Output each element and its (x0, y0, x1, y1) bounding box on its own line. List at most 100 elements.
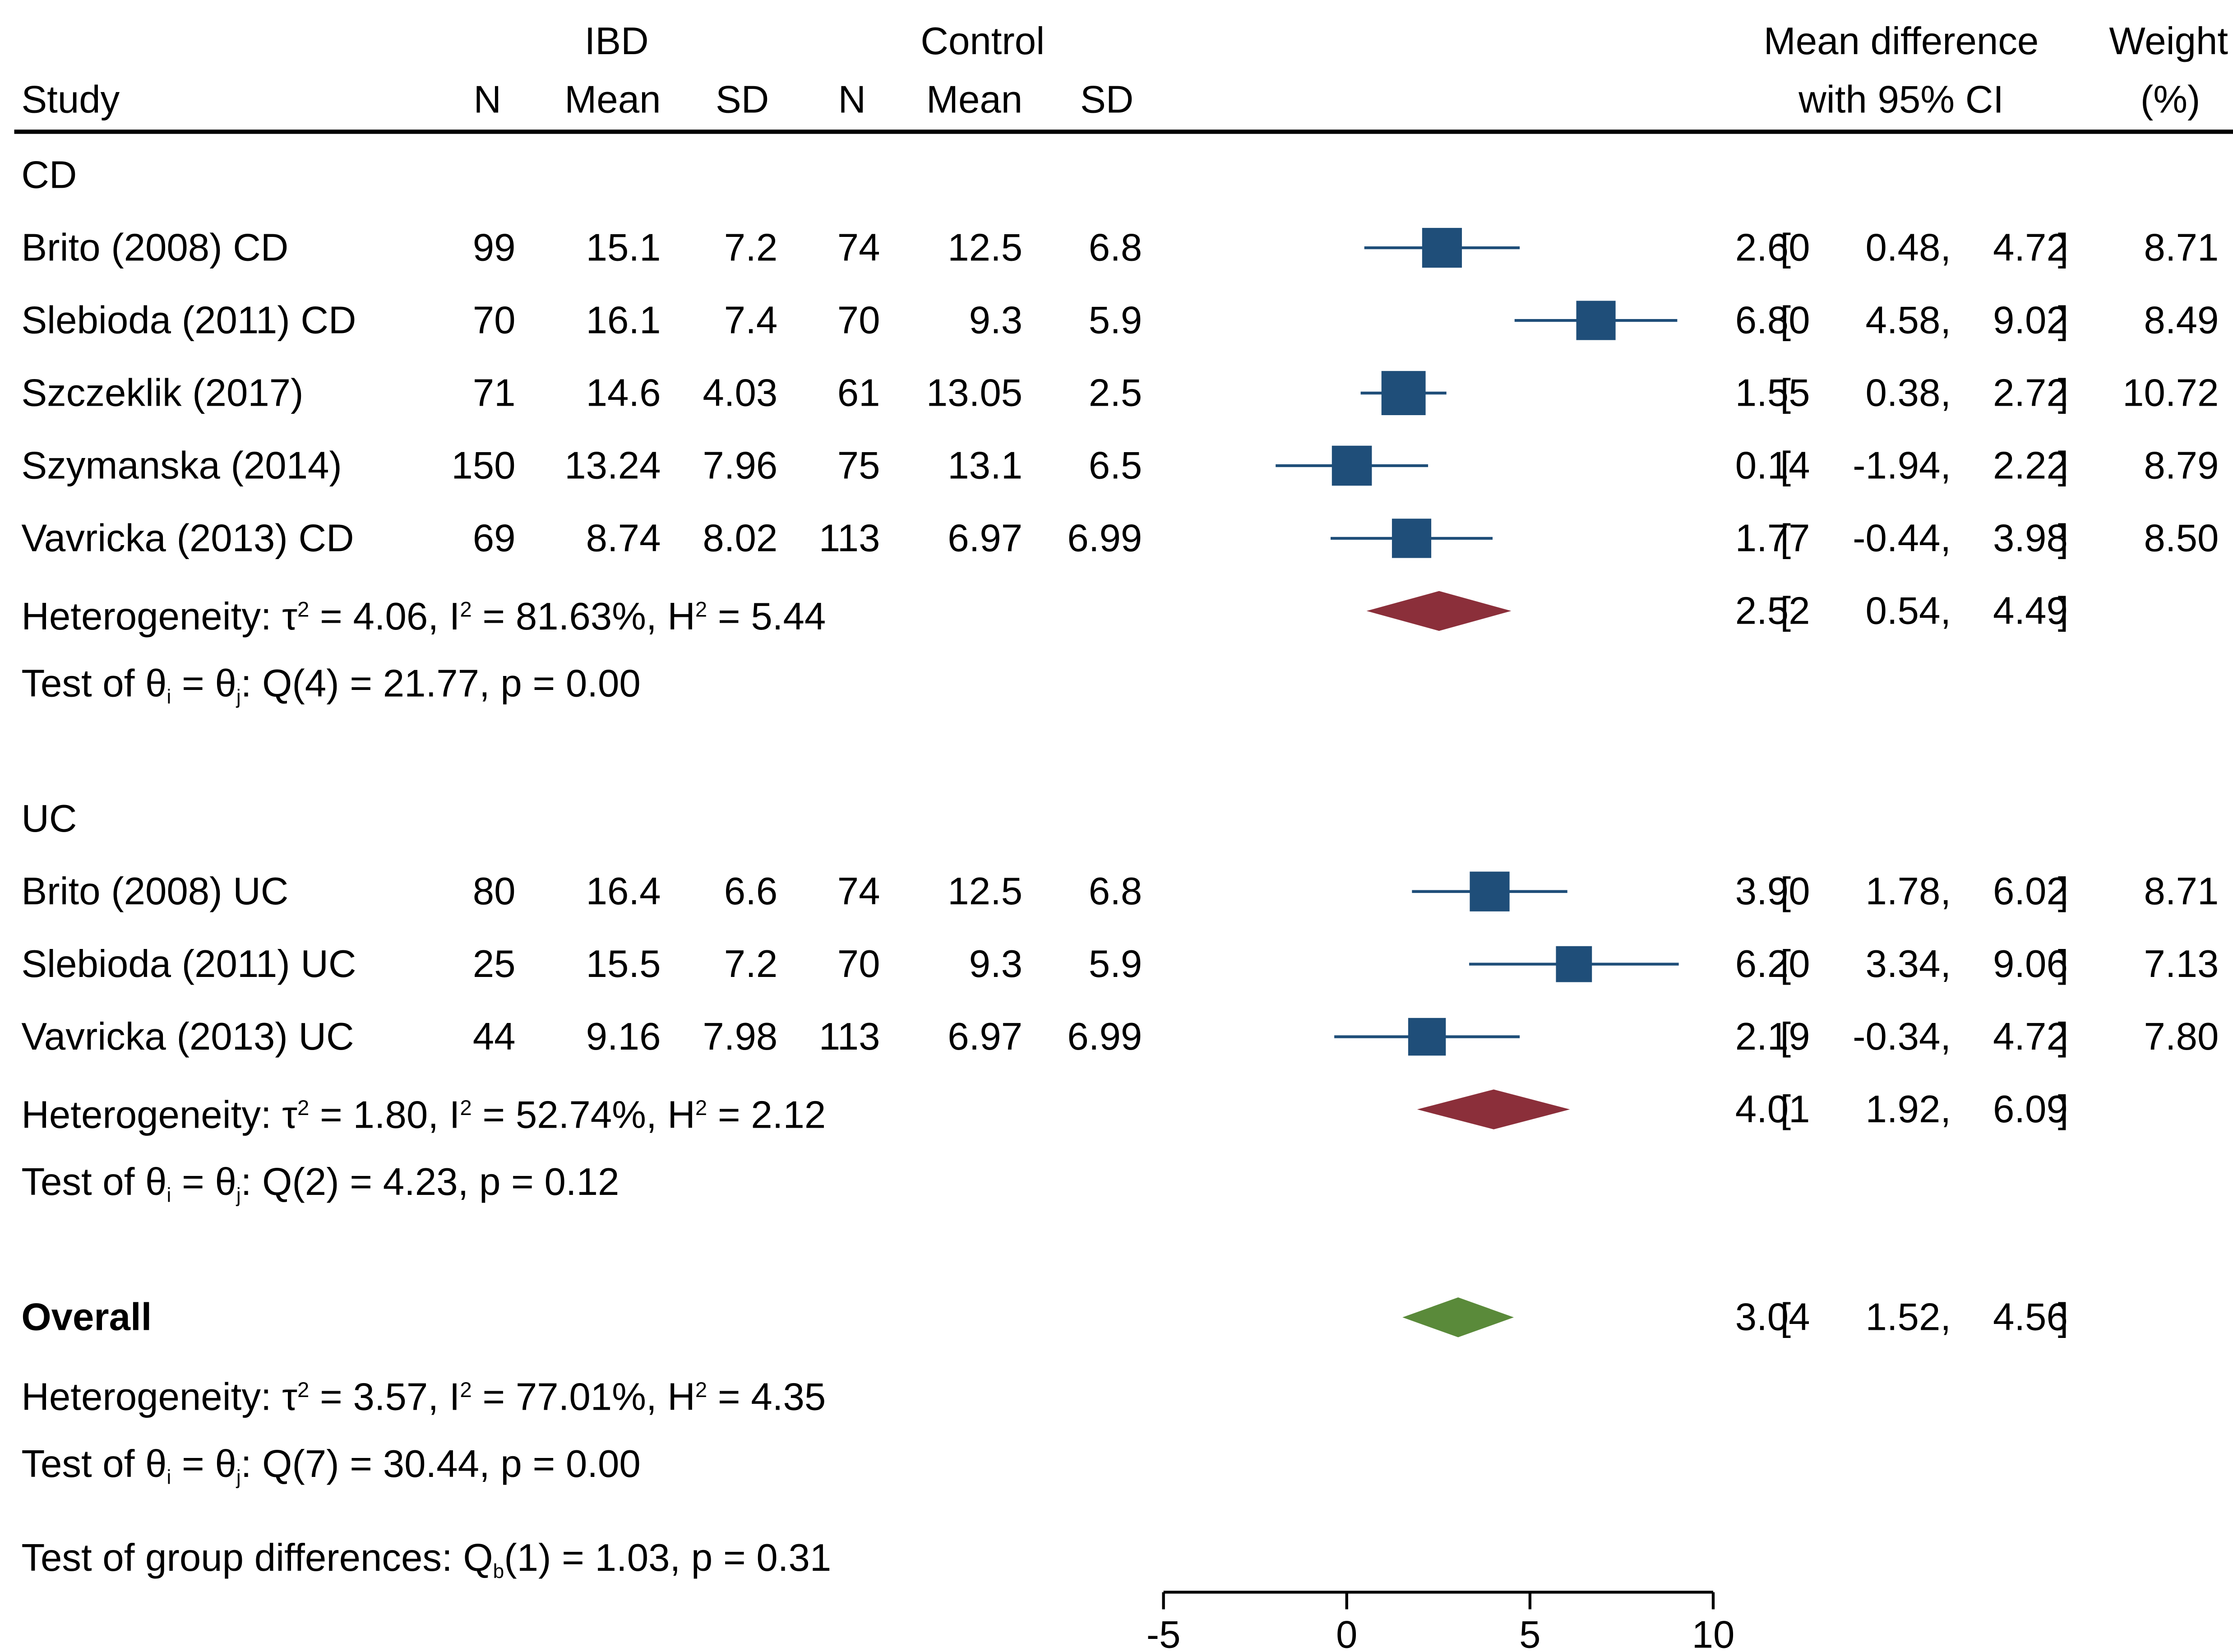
group-cd-study-5-ci-upper: 3.98 (1993, 517, 2068, 560)
header-control-group: Control (920, 20, 1045, 63)
x-axis-tick-label: 5 (1519, 1614, 1540, 1652)
group-cd-study-2-md-value: 6.80 (1735, 299, 1810, 342)
group-cd-study-3-ibd-mean: 14.6 (586, 371, 661, 415)
group-uc-study-3-ibd-sd: 7.98 (703, 1015, 778, 1058)
header-study: Study (21, 78, 120, 121)
group-uc-study-2-ctl-sd: 5.9 (1088, 943, 1142, 986)
group-uc-pooled-ci-close-bracket: ] (2057, 1088, 2069, 1131)
group-uc-q-value: 4.23 (383, 1161, 458, 1203)
group-uc-i2: 52.74% (515, 1093, 646, 1137)
header-ibd-group: IBD (584, 20, 649, 63)
group-cd-study-5-ibd-sd: 8.02 (703, 517, 778, 560)
group-uc-study-1-ci-close-bracket: ] (2057, 870, 2069, 913)
x-axis-tick-label: -5 (1147, 1614, 1181, 1652)
group-cd-study-2-ci-open-bracket: [ (1780, 299, 1791, 342)
group-cd-study-1-ibd-sd: 7.2 (724, 226, 778, 269)
group-cd-study-2-ctl-sd: 5.9 (1088, 299, 1142, 342)
group-uc-study-3-ci-close-bracket: ] (2057, 1015, 2069, 1058)
group-cd-study-5-weight: 8.50 (2144, 517, 2219, 560)
group-cd-q-test: Test of θi = θj: Q(4) = 21.77, p = 0.00 (21, 662, 641, 708)
group-cd-study-5-estimate-marker (1392, 518, 1432, 558)
group-cd-study-2-ibd-n: 70 (472, 299, 516, 342)
group-uc-q-p: 0.12 (544, 1161, 620, 1203)
header-weight-line1: Weight (2109, 20, 2228, 63)
group-uc-study-1-name: Brito (2008) UC (21, 870, 289, 913)
group-cd-study-4-ibd-sd: 7.96 (703, 444, 778, 487)
group-cd-study-5-ibd-mean: 8.74 (586, 517, 661, 560)
group-cd-study-5-ci-lower: -0.44, (1853, 517, 1951, 560)
group-cd-study-2-ctl-n: 70 (837, 299, 880, 342)
overall-ci-open-bracket: [ (1780, 1296, 1791, 1339)
group-cd-study-2-name: Slebioda (2011) CD (21, 299, 356, 342)
group-cd-study-4-ci-open-bracket: [ (1780, 444, 1791, 487)
group-uc-study-3-weight: 7.80 (2144, 1015, 2219, 1058)
group-uc-study-1-ibd-n: 80 (472, 870, 516, 913)
group-cd-study-3-weight: 10.72 (2122, 371, 2219, 415)
group-cd-study-1-ibd-n: 99 (472, 226, 516, 269)
group-uc-pooled-ci-upper: 6.09 (1993, 1088, 2068, 1131)
group-cd-study-5-ctl-mean: 6.97 (948, 517, 1023, 560)
group-uc-study-3-ctl-mean: 6.97 (948, 1015, 1023, 1058)
group-uc-study-1-ctl-sd: 6.8 (1088, 870, 1142, 913)
group-uc-study-1-ci-open-bracket: [ (1780, 870, 1791, 913)
group-cd-study-3-ci-open-bracket: [ (1780, 371, 1791, 415)
group-cd-study-5-ctl-sd: 6.99 (1067, 517, 1142, 560)
group-cd-study-5-name: Vavricka (2013) CD (21, 517, 354, 560)
group-cd-i2: 81.63% (515, 595, 646, 638)
group-uc-study-1-ibd-sd: 6.6 (724, 870, 778, 913)
group-cd-study-2-ctl-mean: 9.3 (969, 299, 1023, 342)
group-uc-study-1-ibd-mean: 16.4 (586, 870, 661, 913)
group-uc-study-1-ctl-mean: 12.5 (948, 870, 1023, 913)
group-cd-pooled-ci-open-bracket: [ (1780, 589, 1791, 633)
group-uc-study-3-ibd-mean: 9.16 (586, 1015, 661, 1058)
group-cd-study-1-ci-close-bracket: ] (2057, 226, 2069, 269)
group-uc-study-3-estimate-marker (1408, 1018, 1446, 1056)
group-cd-study-3-ctl-n: 61 (837, 371, 880, 415)
overall-q-p: 0.00 (565, 1443, 641, 1485)
x-axis-tick-label: 10 (1692, 1614, 1735, 1652)
group-cd-study-4-estimate-marker (1331, 445, 1372, 486)
group-cd-tau2: 4.06 (353, 595, 428, 638)
header-md-line2: with 95% CI (1798, 78, 2004, 121)
group-cd-study-5-ci-close-bracket: ] (2057, 517, 2069, 560)
group-cd-study-1-ctl-n: 74 (837, 226, 880, 269)
group-cd-study-3-ci-close-bracket: ] (2057, 371, 2069, 415)
group-cd-study-4-ibd-n: 150 (451, 444, 516, 487)
group-uc-study-2-ctl-n: 70 (837, 943, 880, 986)
overall-label: Overall (21, 1296, 152, 1339)
group-cd-pooled-md-value: 2.52 (1735, 589, 1810, 633)
group-uc-study-2-ctl-mean: 9.3 (969, 943, 1023, 986)
header-ibd-n: N (473, 78, 501, 121)
group-uc-study-3-ci-open-bracket: [ (1780, 1015, 1791, 1058)
group-uc-study-2-ci-open-bracket: [ (1780, 943, 1791, 986)
group-cd-q-df: 4 (305, 662, 327, 705)
group-uc-h2: 2.12 (751, 1093, 826, 1137)
overall-diamond (1402, 1297, 1514, 1337)
group-cd-study-3-ibd-sd: 4.03 (703, 371, 778, 415)
group-cd-study-1-ibd-mean: 15.1 (586, 226, 661, 269)
group-cd-study-1-ci-upper: 4.72 (1993, 226, 2068, 269)
group-difference-df: 1 (517, 1536, 539, 1580)
group-cd-study-1-weight: 8.71 (2144, 226, 2219, 269)
group-cd-study-5-ci-open-bracket: [ (1780, 517, 1791, 560)
group-uc-study-3-name: Vavricka (2013) UC (21, 1015, 354, 1058)
group-cd-study-1-md-value: 2.60 (1735, 226, 1810, 269)
group-uc-study-1-md-value: 3.90 (1735, 870, 1810, 913)
header-ibd-sd: SD (715, 78, 769, 121)
group-cd-study-1-estimate-marker (1422, 228, 1462, 268)
overall-q-test: Test of θi = θj: Q(7) = 30.44, p = 0.00 (21, 1443, 641, 1489)
group-cd-study-4-name: Szymanska (2014) (21, 444, 342, 487)
group-cd-q-p: 0.00 (565, 662, 641, 705)
group-cd-study-3-ci-upper: 2.72 (1993, 371, 2068, 415)
group-cd-study-4-md-value: 0.14 (1735, 444, 1810, 487)
overall-i2: 77.01% (515, 1375, 646, 1419)
group-uc-study-1-weight: 8.71 (2144, 870, 2219, 913)
group-cd-study-4-ci-close-bracket: ] (2057, 444, 2069, 487)
group-cd-study-1-ctl-mean: 12.5 (948, 226, 1023, 269)
x-axis-tick-label: 0 (1336, 1614, 1357, 1652)
group-cd-study-3-ctl-mean: 13.05 (926, 371, 1023, 415)
overall-ci-upper: 4.56 (1993, 1296, 2068, 1339)
group-cd-study-2-ci-close-bracket: ] (2057, 299, 2069, 342)
group-uc-study-2-ci-close-bracket: ] (2057, 943, 2069, 986)
group-cd-study-3-ci-lower: 0.38, (1865, 371, 1951, 415)
